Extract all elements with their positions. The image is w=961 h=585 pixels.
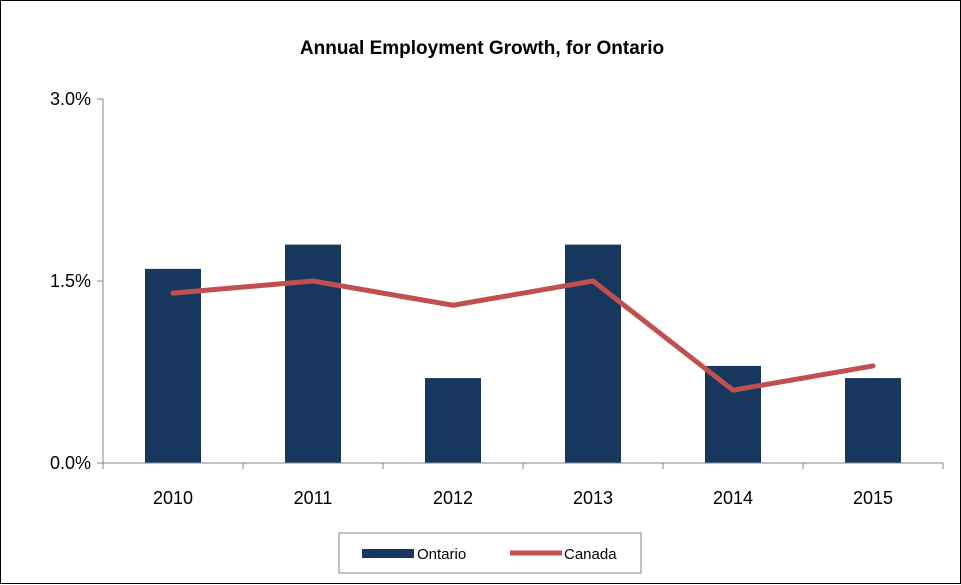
x-tick-label: 2015	[853, 488, 893, 508]
x-tick-label: 2011	[294, 488, 333, 508]
legend-swatch-ontario	[362, 549, 414, 558]
bar-ontario-2010	[145, 268, 201, 463]
bar-ontario-2012	[425, 378, 481, 463]
bar-ontario-2013	[565, 244, 621, 463]
x-tick-label: 2013	[573, 488, 613, 508]
point-canada-2010	[172, 292, 174, 294]
point-canada-2011	[312, 280, 314, 282]
bar-ontario-2014	[705, 365, 761, 463]
chart-title: Annual Employment Growth, for Ontario	[300, 38, 664, 59]
line-canada	[170, 278, 876, 393]
legend-label-ontario: Ontario	[417, 546, 466, 563]
legend: Ontario Canada	[338, 532, 642, 574]
y-tick-label: 3.0%	[50, 89, 91, 109]
y-tick-label: 1.5%	[50, 271, 91, 291]
point-canada-2014	[732, 389, 734, 391]
bar-ontario-2015	[845, 378, 901, 463]
x-tick-label: 2014	[713, 488, 753, 508]
plot-area: 0.0% 1.5% 3.0% 2010 2011 2012 2013 2014 2015	[50, 89, 944, 508]
legend-label-canada: Canada	[564, 546, 617, 563]
y-tick-label: 0.0%	[50, 453, 91, 473]
x-tick-label: 2012	[433, 488, 473, 508]
point-canada-2012	[452, 304, 454, 306]
point-canada-2013	[592, 280, 594, 282]
x-tick-label: 2010	[153, 488, 193, 508]
point-canada-2015	[872, 365, 874, 367]
bar-ontario-2011	[285, 244, 341, 463]
